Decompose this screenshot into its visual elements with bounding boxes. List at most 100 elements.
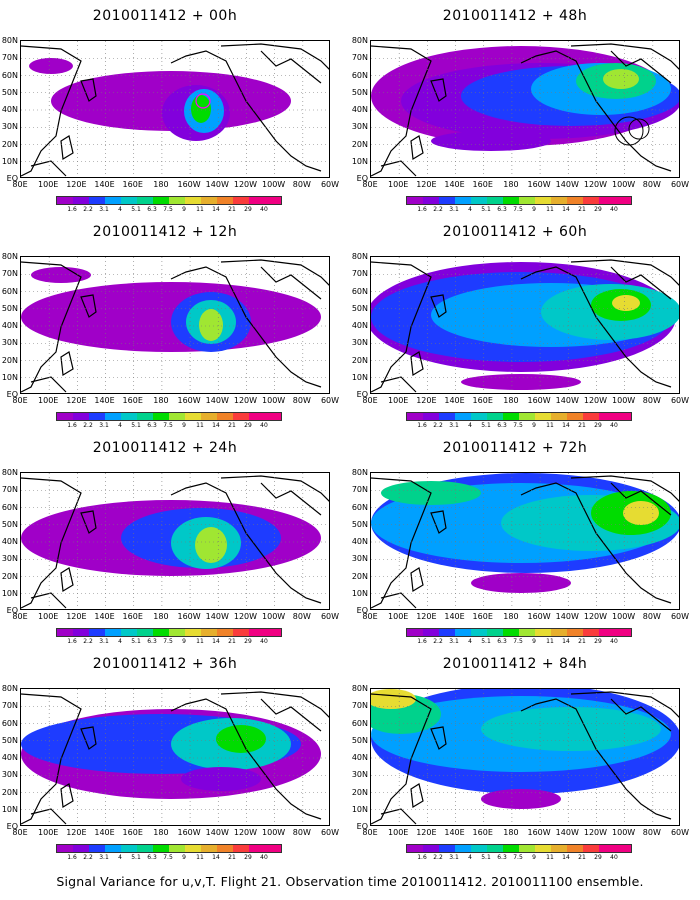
colorbar-label: 40: [260, 206, 268, 213]
coastline: [21, 693, 82, 825]
coastline: [430, 510, 447, 534]
variance-contour: [21, 282, 321, 352]
colorbar-label: 2.2: [83, 854, 93, 861]
variance-field: [21, 41, 329, 177]
colorbar-swatch: [89, 197, 105, 204]
latitude-tick-label: 10N: [351, 372, 368, 382]
longitude-tick-label: 60W: [320, 396, 340, 405]
colorbar-swatch: [169, 197, 185, 204]
latitude-tick-label: 20N: [1, 787, 18, 797]
latitude-tick-label: 10N: [1, 156, 18, 166]
longitude-tick-label: 80W: [642, 828, 661, 837]
latitude-tick-label: 20N: [351, 139, 368, 149]
coastline: [371, 693, 432, 825]
longitude-tick-label: 120E: [416, 828, 437, 837]
variance-contour: [191, 95, 211, 123]
colorbar-label: 11: [196, 854, 204, 861]
colorbar-swatch: [535, 629, 551, 636]
latitude-tick-label: 60N: [1, 502, 18, 512]
latitude-tick-label: EQ: [356, 174, 368, 183]
colorbar-swatch: [233, 413, 249, 420]
colorbar-swatch: [535, 197, 551, 204]
colorbar-swatch: [265, 197, 281, 204]
colorbar-swatch: [487, 413, 503, 420]
colorbar-label: 7.5: [163, 854, 173, 861]
colorbar-swatch: [185, 197, 201, 204]
colorbar-swatch: [615, 413, 631, 420]
coastline: [520, 482, 672, 604]
latitude-tick-label: 30N: [351, 770, 368, 780]
colorbar-swatch: [599, 413, 615, 420]
colorbar-swatch: [57, 845, 73, 852]
longitude-tick-label: 160W: [177, 180, 201, 189]
longitude-tick-label: 100W: [612, 396, 636, 405]
coastline: [410, 567, 424, 592]
colorbar-swatch: [407, 845, 423, 852]
longitude-tick-label: 180: [153, 396, 169, 405]
map-plot: [20, 40, 330, 178]
latitude-tick-label: 60N: [351, 70, 368, 80]
latitude-tick-label: 30N: [1, 554, 18, 564]
colorbar-label: 5.1: [131, 854, 141, 861]
variance-contour: [371, 689, 416, 709]
variance-contour: [461, 374, 581, 390]
coastline: [60, 135, 74, 160]
colorbar-swatch: [471, 845, 487, 852]
colorbar-label: 4: [118, 422, 122, 429]
colorbar-label: 1.6: [67, 422, 77, 429]
longitude-tick-label: 140E: [94, 612, 115, 621]
colorbar-swatch: [471, 629, 487, 636]
longitude-tick-label: 140E: [444, 180, 465, 189]
longitude-axis: 80E 100E 120E 140E 160E 180 160W 140W 120W 100W 80…: [362, 612, 689, 622]
colorbar-label: 40: [610, 206, 618, 213]
colorbar-swatch: [153, 845, 169, 852]
colorbar-swatch: [233, 629, 249, 636]
longitude-axis: 80E 100E 120E 140E 160E 180 160W 140W 120W 100W 80…: [12, 396, 339, 406]
variance-contour: [612, 295, 640, 311]
coastline: [220, 691, 329, 718]
colorbar-swatch: [169, 413, 185, 420]
latitude-tick-label: EQ: [356, 822, 368, 831]
map-panel-84h: 2010011412 + 84h 80N 70N 60N 50N 40N 30N 20N 10…: [350, 648, 689, 861]
colorbar-label: 2.2: [433, 638, 443, 645]
longitude-tick-label: 120E: [66, 396, 87, 405]
latitude-tick-label: 30N: [351, 554, 368, 564]
coastline: [80, 510, 97, 534]
latitude-tick-label: 70N: [351, 485, 368, 495]
panel-title: 2010011412 + 72h: [442, 440, 588, 456]
coastline: [260, 482, 322, 516]
longitude-tick-label: 160W: [177, 396, 201, 405]
observation-marker: [195, 93, 211, 109]
coastline: [170, 698, 322, 820]
latitude-tick-label: 60N: [351, 718, 368, 728]
coastline: [570, 43, 679, 70]
colorbar-label: 7.5: [513, 854, 523, 861]
map-plot: [370, 472, 680, 610]
colorbar-label: 14: [212, 422, 220, 429]
colorbar-swatch: [153, 629, 169, 636]
longitude-tick-label: 140W: [555, 396, 579, 405]
longitude-tick-label: 60W: [320, 828, 340, 837]
colorbar-label: 9: [182, 638, 186, 645]
coastline: [410, 351, 424, 376]
coastline: [610, 266, 672, 300]
observation-marker: [628, 118, 650, 140]
longitude-tick-label: 140W: [555, 180, 579, 189]
latitude-tick-label: 10N: [1, 588, 18, 598]
colorbar-label: 3.1: [99, 638, 109, 645]
colorbar-swatch: [551, 629, 567, 636]
longitude-axis: 80E 100E 120E 140E 160E 180 160W 140W 120W 100W 80…: [362, 396, 689, 406]
colorbar-swatch: [583, 629, 599, 636]
colorbar-label: 3.1: [99, 422, 109, 429]
colorbar-swatch: [519, 413, 535, 420]
longitude-tick-label: 80E: [12, 612, 28, 621]
variance-field: [21, 689, 329, 825]
map-plot: [20, 256, 330, 394]
longitude-tick-label: 80W: [292, 828, 311, 837]
coastline: [570, 475, 679, 502]
longitude-tick-label: 60W: [320, 180, 340, 189]
latitude-tick-label: 70N: [1, 701, 18, 711]
coastline: [371, 477, 432, 609]
colorbar-swatch: [583, 413, 599, 420]
colorbar-label: 6.3: [497, 638, 507, 645]
